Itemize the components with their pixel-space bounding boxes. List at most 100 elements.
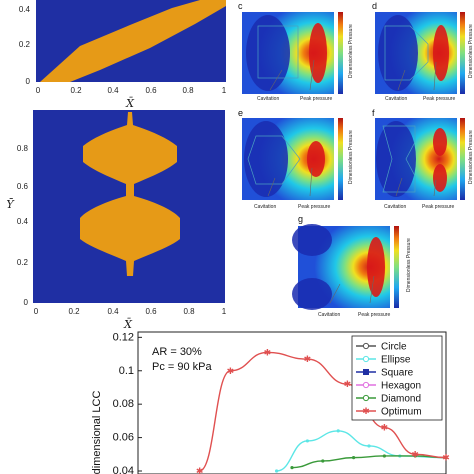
- chart-series-group: ✱ ✱ ✱ ✱ ✱ ✱ ✱ ✱: [196, 347, 450, 474]
- cavitation-pointer: [395, 177, 403, 197]
- series-point-diamond: [413, 454, 417, 458]
- chart-y-tick-label: 0.12: [113, 331, 134, 343]
- panel-a-xtick: 1: [222, 86, 227, 95]
- cavitation-region: [376, 121, 416, 197]
- colorbar-label: Dimensionless Pressure: [348, 130, 354, 184]
- panel-a-xtick-labels: 0 0.2 0.4 0.6 0.8 1: [36, 86, 227, 95]
- series-point-diamond: [290, 466, 294, 470]
- contour-panel-letter: c: [238, 1, 243, 11]
- contour-panel-letter: d: [372, 1, 377, 11]
- legend-marker: [362, 381, 370, 389]
- panel-b-x-axis-label: X̄: [123, 318, 133, 331]
- domain-outline: [247, 135, 301, 185]
- legend-marker: [362, 342, 370, 350]
- panel-b-ytick: 0.6: [17, 182, 29, 191]
- legend-entry-circle: Circle: [356, 342, 407, 353]
- series-point-ellipse: [305, 439, 309, 443]
- contour-panel-g: g Cavitation Peak pressure Dimensionless…: [292, 214, 412, 318]
- panel-a-xtick: 0: [36, 86, 41, 95]
- cavitation-region: [378, 15, 418, 91]
- colorbar: [394, 226, 399, 308]
- legend-marker: [362, 355, 370, 363]
- peak-pressure-pointer: [433, 61, 437, 91]
- series-line-diamond: [291, 455, 447, 469]
- panel-b-domain-shape: [80, 112, 180, 276]
- series-point-diamond: [382, 454, 386, 458]
- contour-panel-c: c Cavitation Peak pressure Dimensionless…: [238, 1, 354, 102]
- legend-entry-hexagon: Hexagon: [356, 381, 421, 392]
- domain-outline: [384, 25, 429, 81]
- chart-legend: Circle Ellipse Square Hexagon Diamond ✱ Optimu…: [351, 335, 443, 421]
- panel-b-xtick: 0: [34, 307, 39, 316]
- panel-b-xtick: 0.2: [68, 307, 80, 316]
- peak-pressure-label: Peak pressure: [422, 204, 454, 210]
- cavitation-label: Cavitation: [318, 312, 340, 318]
- legend-label: Hexagon: [381, 381, 421, 392]
- cavitation-label: Cavitation: [385, 96, 407, 102]
- legend-marker: [363, 369, 369, 375]
- legend-label: Square: [381, 368, 414, 379]
- peak-pressure-core: [367, 237, 385, 297]
- peak-pressure-label: Peak pressure: [298, 204, 330, 210]
- peak-pressure-pointer: [369, 275, 375, 304]
- chart-y-tick-label: 0.04: [113, 465, 134, 474]
- peak-pressure-core: [307, 141, 325, 177]
- peak-pressure-core: [433, 164, 447, 192]
- panel-a-ytick-labels: 0 0.2 0.4: [19, 5, 31, 86]
- cavitation-label: Cavitation: [257, 96, 279, 102]
- colorbar: [460, 118, 465, 200]
- panel-a-ytick: 0.4: [19, 5, 31, 14]
- panel-b-y-axis-label: Ȳ: [6, 198, 15, 211]
- chart-y-tick-label: 0.06: [113, 432, 134, 444]
- panel-a-xtick: 0.6: [145, 86, 157, 95]
- legend-entries: Circle Ellipse Square Hexagon Diamond ✱ Optimu…: [356, 342, 422, 418]
- chart-annotation-ar: AR = 30%: [152, 346, 202, 358]
- cavitation-region: [292, 278, 332, 310]
- peak-pressure-core: [309, 23, 327, 83]
- chart-y-tick-label: 0.08: [113, 398, 134, 410]
- panel-a-xtick: 0.8: [182, 86, 194, 95]
- legend-entry-ellipse: Ellipse: [356, 355, 411, 366]
- chart-y-tick-label: 0.1: [119, 365, 134, 377]
- cavitation-pointer: [269, 69, 283, 91]
- peak-pressure-label: Peak pressure: [423, 96, 455, 102]
- cavitation-region: [244, 121, 288, 197]
- legend-label: Ellipse: [381, 355, 411, 366]
- peak-pressure-pointer: [309, 59, 315, 91]
- series-point-diamond: [352, 456, 356, 460]
- panel-a-domain-shape: [40, 0, 226, 82]
- series-point-optimum: ✱: [442, 453, 450, 463]
- panel-b-ytick: 0.2: [17, 258, 29, 267]
- series-line-optimum: [199, 351, 447, 472]
- series-point-diamond: [321, 459, 325, 463]
- chart-ylabel: -dimensional LCC: [91, 391, 103, 474]
- panel-b-xtick: 0.6: [145, 307, 157, 316]
- domain-outline: [257, 25, 299, 79]
- cavitation-label: Cavitation: [384, 204, 406, 210]
- series-point-optimum: ✱: [381, 423, 389, 433]
- panel-a-xtick: 0.4: [107, 86, 119, 95]
- colorbar-label: Dimensionless Pressure: [468, 130, 474, 184]
- series-point-ellipse: [336, 429, 340, 433]
- panel-a-x-axis-label: X̄: [125, 97, 135, 110]
- series-point-optimum: ✱: [411, 449, 419, 459]
- legend-entry-square: Square: [356, 368, 414, 379]
- panel-b: 0 0.2 0.4 0.6 0.8 Ȳ 0 0.2 0.4 0.6 0.8 1 …: [6, 110, 227, 331]
- panel-b-ytick: 0.4: [17, 217, 29, 226]
- colorbar-label: Dimensionless Pressure: [468, 24, 474, 78]
- contour-panel-letter: e: [238, 108, 243, 118]
- peak-pressure-core: [433, 128, 447, 156]
- series-point-ellipse: [275, 469, 279, 473]
- peak-pressure-label: Peak pressure: [358, 312, 390, 318]
- panel-b-xtick: 0.4: [107, 307, 119, 316]
- series-point-optimum: ✱: [196, 466, 204, 474]
- legend-entry-diamond: Diamond: [356, 394, 421, 405]
- panel-b-ytick: 0.8: [17, 144, 29, 153]
- panel-b-xtick: 0.8: [183, 307, 195, 316]
- cavitation-region: [292, 224, 332, 256]
- contour-panel-e: e Cavitation Peak pressure Dimensionless…: [238, 108, 354, 210]
- domain-outline: [382, 125, 416, 193]
- panel-b-xtick-labels: 0 0.2 0.4 0.6 0.8 1: [34, 307, 227, 316]
- panel-a-ytick: 0: [26, 77, 31, 86]
